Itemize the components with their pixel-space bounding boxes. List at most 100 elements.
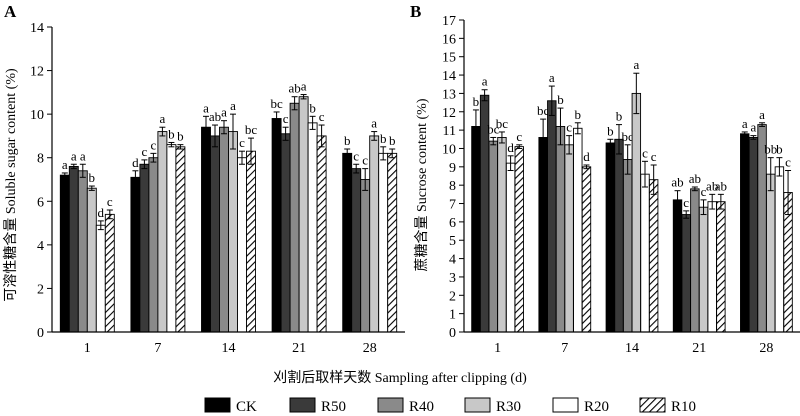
panel-a-bar-CK-day-28 — [342, 152, 353, 333]
panel-a-bar-R20-day-14 — [237, 157, 247, 333]
legend-swatch-R10 — [639, 397, 666, 413]
panel-a-bar-R30-day-7 — [157, 131, 168, 333]
panel-b-sig-label-R40-day-28: a — [759, 107, 765, 122]
panel-b-sig-label-CK-day-21: ab — [671, 175, 683, 190]
panel-a-bar-R30-day-14 — [228, 131, 238, 333]
panel-a-error-bar-CK-day-14 — [203, 115, 209, 139]
panel-a-error-bar-R20-day-21 — [309, 115, 316, 130]
panel-b-error-bar-R30-day-21 — [700, 199, 707, 216]
panel-b-bar-R30-day-7 — [564, 144, 574, 333]
panel-b-sig-label-R50-day-14: b — [616, 109, 623, 124]
panel-a-error-bar-R50-day-1 — [70, 163, 77, 170]
panel-a-error-bar-R50-day-21 — [282, 126, 289, 141]
panel-a-y-tick-label-5: 10 — [30, 108, 44, 123]
panel-b-error-bar-R10-day-1 — [516, 144, 523, 149]
panel-b-bar-CK-day-28 — [740, 133, 750, 333]
panel-a-bar-R20-day-7 — [166, 144, 177, 333]
panel-a-y-tick-label-4: 8 — [37, 152, 44, 167]
panel-a-y-tick-label-6: 12 — [30, 65, 44, 80]
panel-b-sig-label-R10-day-21: ab — [715, 178, 727, 193]
panel-b-y-tick-label-13: 13 — [442, 87, 456, 102]
panel-b-error-bar-R10-day-7 — [583, 164, 590, 170]
panel-a-bar-R10-day-14 — [246, 150, 256, 333]
panel-a-sig-label-R40-day-14: a — [221, 105, 227, 120]
panel-b-bar-R50-day-21 — [681, 214, 691, 333]
panel-a-error-bar-R30-day-14 — [230, 113, 236, 150]
panel-b-error-bar-R40-day-21 — [691, 186, 698, 192]
legend-label-R10: R10 — [671, 399, 696, 415]
panel-b-error-bar-R40-day-7 — [557, 107, 564, 146]
panel-a-sig-label-CK-day-21: bc — [270, 96, 283, 111]
panel-a-bar-R50-day-28 — [351, 168, 362, 333]
legend-swatch-R20 — [552, 397, 579, 413]
panel-b-bar-R30-day-28 — [766, 173, 776, 333]
panel-a-bar-R50-day-1 — [68, 165, 79, 333]
panel-b-error-bar-R10-day-21 — [717, 193, 724, 210]
legend-label-R20: R20 — [584, 399, 609, 415]
panel-b-y-tick-label-9: 9 — [449, 161, 456, 176]
panel-b-error-bar-R50-day-7 — [548, 85, 555, 116]
panel-b-bar-R40-day-14 — [622, 159, 633, 333]
panel-a-x-tick-label-14: 14 — [222, 341, 236, 356]
panel-a-error-bar-CK-day-7 — [132, 170, 139, 185]
panel-b-bar-R20-day-14 — [640, 173, 650, 333]
panel-b-y-tick-label-16: 16 — [442, 32, 456, 47]
panel-a-x-tick-label-28: 28 — [363, 341, 377, 356]
panel-a: A 可溶性糖含量 Soluble sugar content (%) 0 2 4 6 8… — [3, 2, 405, 356]
panel-a-error-bar-R10-day-7 — [177, 144, 184, 150]
legend-swatch-R30 — [464, 397, 491, 413]
panel-a-sig-label-R40-day-21: ab — [288, 81, 300, 96]
panel-b-bar-R20-day-1 — [505, 162, 516, 333]
panel-b-bar-R40-day-1 — [488, 140, 498, 333]
panel-b-y-tick-label-15: 15 — [442, 51, 456, 66]
panel-b-y-tick-label-3: 3 — [449, 271, 456, 286]
panel-b-sig-label-CK-day-1: b — [473, 94, 480, 109]
panel-a-error-bar-R20-day-28 — [380, 146, 387, 161]
panel-b-bar-R50-day-7 — [547, 100, 557, 333]
panel-a-bar-R50-day-7 — [139, 163, 150, 333]
panel-a-error-bar-R30-day-7 — [159, 126, 166, 137]
panel-b-y-tick-label-17: 17 — [442, 14, 456, 29]
panel-b-error-bar-R50-day-28 — [750, 135, 757, 140]
panel-b-bar-CK-day-1 — [471, 125, 481, 333]
panel-a-error-bar-R10-day-28 — [389, 148, 396, 159]
panel-b-sig-label-R50-day-28: a — [751, 120, 757, 135]
panel-b-bar-R30-day-1 — [497, 137, 507, 333]
panel-b-bar-R20-day-21 — [707, 201, 717, 333]
panel-a-sig-label-R30-day-1: b — [89, 170, 96, 185]
panel-b-bar-R20-day-7 — [573, 127, 583, 333]
panel-b-sig-label-R20-day-21: ab — [706, 178, 718, 193]
panel-a-sig-label-R10-day-21: c — [319, 109, 325, 124]
panel-a-error-bar-R10-day-21 — [318, 124, 325, 148]
panel-b-bar-R10-day-14 — [648, 179, 659, 333]
panel-a-error-bar-R40-day-21 — [291, 96, 298, 111]
panel-a-bar-CK-day-7 — [130, 176, 141, 333]
panel-a-sig-label-R20-day-1: d — [98, 205, 105, 220]
panel-b-sig-label-R20-day-1: d — [507, 140, 514, 155]
panel-b-bar-R50-day-14 — [614, 138, 624, 333]
panel-b-error-bar-R50-day-14 — [616, 124, 622, 155]
panel-a-y-tick-label-2: 4 — [37, 239, 44, 254]
panel-b-sig-label-R20-day-28: b — [776, 142, 783, 157]
panel-b-error-bar-R40-day-14 — [624, 144, 631, 175]
panel-a-sig-label-R20-day-14: c — [239, 135, 245, 150]
panel-a-bar-R30-day-21 — [298, 96, 309, 333]
panel-a-sig-label-R10-day-7: b — [177, 129, 184, 144]
panel-a-sig-label-CK-day-7: d — [132, 155, 139, 170]
panel-b-error-bar-R40-day-28 — [759, 122, 766, 127]
panel-a-sig-label-R10-day-14: bc — [245, 122, 258, 137]
panel-a-sig-label-R50-day-14: ab — [209, 109, 221, 124]
panel-a-error-bar-R40-day-14 — [221, 120, 227, 135]
panel-b-bar-R40-day-21 — [690, 188, 700, 333]
panel-b-y-tick-label-8: 8 — [449, 179, 456, 194]
panel-b-y-tick-label-0: 0 — [449, 326, 456, 341]
panel-a-bar-CK-day-21 — [271, 118, 282, 333]
panel-b-error-bar-R20-day-1 — [507, 155, 514, 171]
panel-a-bar-R20-day-28 — [378, 152, 389, 333]
panel-a-error-bar-R40-day-1 — [79, 163, 86, 178]
legend-label-R40: R40 — [409, 399, 434, 415]
panel-a-sig-label-R20-day-21: b — [309, 100, 316, 115]
panel-b-sig-label-R50-day-7: a — [549, 70, 555, 85]
panel-b-x-tick-label-28: 28 — [759, 341, 773, 356]
panel-a-bar-R20-day-1 — [95, 224, 106, 333]
